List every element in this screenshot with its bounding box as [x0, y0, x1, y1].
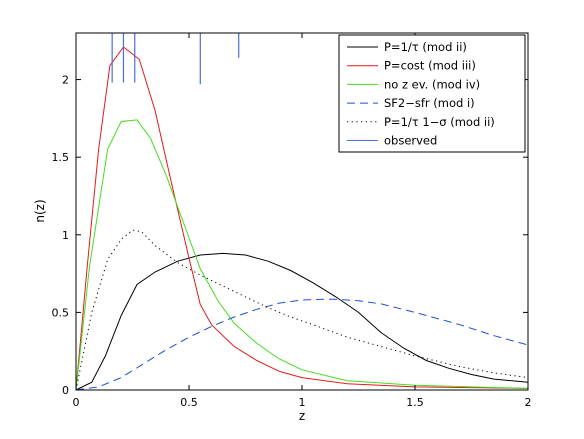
- series-line-5: [75, 229, 529, 391]
- x-tick-label: 2: [525, 396, 532, 409]
- x-tick-label: 1: [299, 396, 306, 409]
- y-tick-label: 0.5: [52, 306, 70, 319]
- series-line-3: [75, 119, 529, 391]
- series-line-4: [75, 298, 529, 391]
- y-tick-label: 2: [62, 74, 69, 87]
- series-layer: [75, 46, 529, 391]
- legend-box: [338, 34, 526, 153]
- legend-label: observed: [384, 134, 437, 148]
- observed-markers: [111, 33, 240, 85]
- legend-label: P=1/τ 1−σ (mod ii): [384, 115, 495, 129]
- x-axis-label: z: [299, 409, 305, 423]
- legend-label: SF2−sfr (mod i): [384, 96, 475, 110]
- legend: P=1/τ (mod ii) P=cost (mod iii) no z ev. (…: [338, 34, 526, 153]
- y-tick-label: 0: [62, 384, 69, 397]
- series-line-2: [75, 46, 529, 391]
- legend-label: P=cost (mod iii): [384, 59, 476, 73]
- series-line-1: [75, 252, 529, 391]
- x-tick-label: 1.5: [406, 396, 424, 409]
- x-tick-label: 0.5: [180, 396, 198, 409]
- legend-label: no z ev. (mod iv): [384, 77, 480, 91]
- y-axis-label: n(z): [33, 199, 47, 222]
- legend-label: P=1/τ (mod ii): [384, 40, 467, 54]
- x-tick-label: 0: [73, 396, 80, 409]
- y-tick-label: 1.5: [52, 151, 70, 164]
- y-tick-label: 1: [62, 229, 69, 242]
